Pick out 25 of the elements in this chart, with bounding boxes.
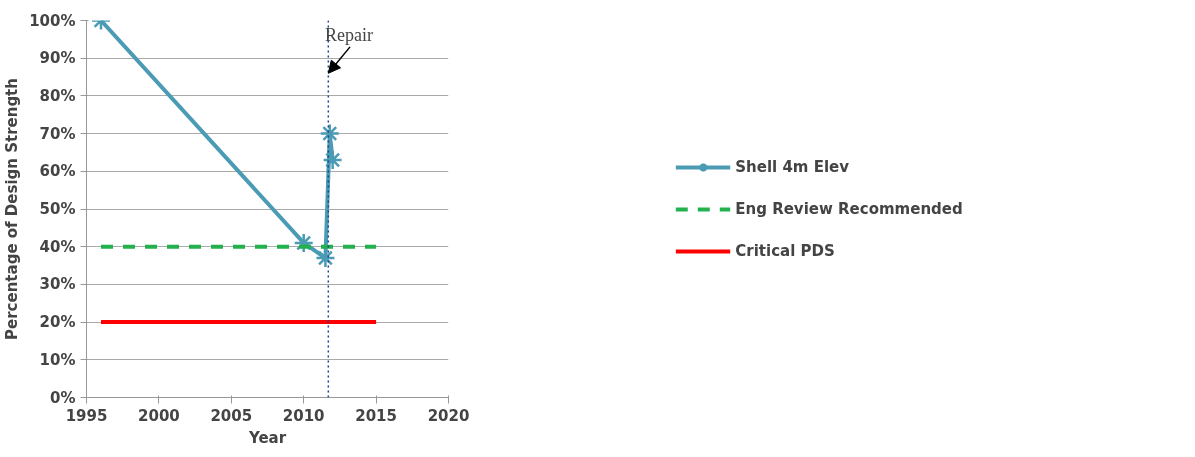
x-tick-label: 2005 xyxy=(210,406,253,425)
x-tick-label: 2020 xyxy=(427,406,470,425)
y-tick-label: 70% xyxy=(39,124,76,143)
y-tick-label: 40% xyxy=(39,237,76,256)
y-tick-label: 100% xyxy=(29,11,76,30)
legend-label: Shell 4m Elev xyxy=(735,157,850,176)
x-tick-label: 2000 xyxy=(138,406,180,425)
y-axis-title: Percentage of Design Strength xyxy=(3,78,22,340)
y-tick-label: 10% xyxy=(39,350,76,369)
ref-line-label: Repair xyxy=(325,24,374,45)
y-tick-label: 30% xyxy=(39,275,76,294)
legend-label: Eng Review Recommended xyxy=(735,199,963,218)
point xyxy=(322,149,343,171)
y-tick-label: 80% xyxy=(39,86,76,105)
x-tick-label: 2010 xyxy=(282,406,325,425)
y-tick-label: 90% xyxy=(39,49,76,68)
y-tick-label: 20% xyxy=(39,313,76,332)
y-tick-label: 60% xyxy=(39,162,76,181)
y-tick-label: 50% xyxy=(39,200,76,218)
legend-label: Critical PDS xyxy=(735,241,835,260)
x-tick-label: 2015 xyxy=(355,406,397,425)
x-tick-label: 1995 xyxy=(65,406,108,425)
y-tick-label: 0% xyxy=(50,388,76,407)
x-axis-title: Year xyxy=(247,428,287,447)
point xyxy=(315,247,336,269)
